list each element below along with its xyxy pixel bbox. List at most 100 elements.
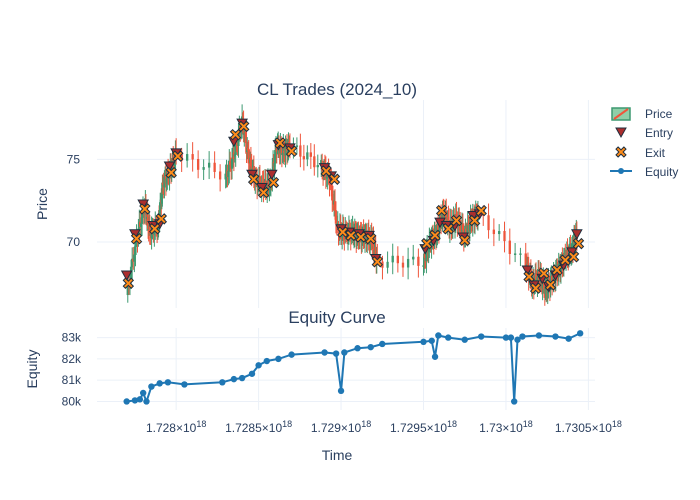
equity-y-tick-label: 83k (62, 331, 82, 345)
price-candle-body (391, 255, 394, 263)
price-candle-body (412, 256, 415, 260)
exit-markers (122, 120, 585, 294)
exit-marker (429, 229, 441, 242)
price-candle-body (309, 152, 312, 157)
exit-marker (229, 128, 242, 141)
equity-point (535, 332, 543, 339)
equity-point (354, 345, 361, 352)
price-candle-body (196, 159, 200, 170)
equity-y-tick-label: 81k (62, 373, 82, 387)
legend-item-equity[interactable]: Equity (610, 165, 678, 179)
price-candle-body (213, 162, 216, 172)
equity-point (367, 343, 374, 351)
equity-y-tick-label: 82k (62, 352, 82, 366)
price-candle-body (302, 156, 306, 160)
equity-point (288, 351, 295, 358)
price-candle-body (519, 253, 522, 255)
equity-point (552, 333, 559, 340)
equity-y-ticks: 80k 81k 82k 83k (62, 331, 82, 409)
legend-item-entry[interactable]: Entry (615, 126, 673, 140)
equity-point (502, 334, 510, 341)
exit-marker (567, 251, 580, 263)
price-candle-body (218, 171, 222, 180)
price-y-ticks: 70 75 (67, 152, 81, 249)
entry-marker (120, 270, 133, 282)
exit-marker (529, 282, 542, 294)
exit-marker (139, 203, 151, 215)
exit-marker (559, 254, 572, 266)
legend-label-equity: Equity (645, 165, 678, 179)
price-candle-body (313, 156, 316, 168)
entry-marker (521, 265, 534, 277)
equity-point (181, 381, 188, 388)
exit-marker (523, 270, 535, 283)
equity-point (420, 338, 427, 346)
entry-marker (265, 169, 278, 181)
equity-chart-title: Equity Curve (288, 308, 385, 327)
exit-marker (345, 229, 357, 242)
legend-item-price[interactable]: Price (611, 107, 673, 121)
exit-marker (130, 232, 143, 245)
price-candle-body (396, 255, 400, 264)
equity-point (510, 398, 518, 405)
exit-marker (172, 150, 184, 162)
price-candle-body (299, 145, 302, 157)
equity-point (514, 336, 521, 343)
legend-label-price: Price (645, 107, 673, 121)
equity-point (507, 334, 515, 341)
exit-marker (122, 277, 135, 289)
exit-marker (435, 204, 448, 217)
price-candle-body (185, 154, 189, 161)
price-candle-body (386, 261, 389, 268)
equity-point (379, 340, 386, 348)
equity-point (136, 396, 144, 403)
legend-item-exit[interactable]: Exit (615, 146, 666, 160)
exit-marker (450, 214, 463, 227)
price-y-tick-label: 75 (67, 152, 81, 166)
exit-marker (459, 234, 471, 247)
exit-marker (371, 256, 384, 268)
price-candle-body (306, 152, 309, 160)
equity-line (126, 332, 581, 405)
equity-point (435, 332, 442, 339)
exit-marker (442, 223, 454, 235)
legend-price-line-icon (613, 108, 629, 120)
x-tick-label: 1.7295×1018 (390, 419, 457, 435)
equity-point (238, 374, 246, 382)
equity-point (230, 375, 238, 383)
equity-point (519, 333, 526, 340)
exit-marker (238, 120, 250, 133)
exit-marker (247, 173, 260, 185)
equity-point (341, 349, 348, 356)
price-candle-body (406, 258, 410, 268)
equity-point (156, 380, 163, 387)
equity-point (255, 362, 262, 369)
equity-point (248, 370, 256, 377)
exit-marker (257, 186, 270, 199)
exit-marker (165, 166, 177, 179)
price-candle-body (401, 262, 405, 268)
legend-label-entry: Entry (645, 126, 673, 140)
x-tick-label: 1.7305×1018 (555, 419, 622, 435)
equity-point (565, 335, 572, 342)
price-candle-body (487, 215, 490, 231)
x-tick-label: 1.728×1018 (146, 419, 206, 435)
price-candle-body (513, 253, 517, 255)
legend: Price Entry Exit Equity (610, 107, 678, 179)
exit-marker (551, 264, 563, 276)
legend-equity-marker-icon (618, 168, 624, 174)
equity-y-tick-label: 80k (62, 394, 82, 408)
price-candle-body (191, 154, 194, 160)
equity-point (123, 398, 130, 405)
exit-marker (355, 231, 367, 243)
price-panel: 70 75 CL Trades (2024_10) Price (34, 80, 595, 308)
equity-point (332, 350, 340, 357)
legend-exit-x-icon (615, 146, 627, 158)
equity-point (275, 355, 282, 363)
equity-x-ticks: 1.728×1018 1.7285×1018 1.729×1018 1.7295×10… (146, 419, 622, 435)
price-candle-body (207, 162, 211, 168)
equity-point (576, 330, 584, 337)
exit-marker (149, 223, 161, 235)
x-tick-label: 1.7285×1018 (225, 419, 292, 435)
